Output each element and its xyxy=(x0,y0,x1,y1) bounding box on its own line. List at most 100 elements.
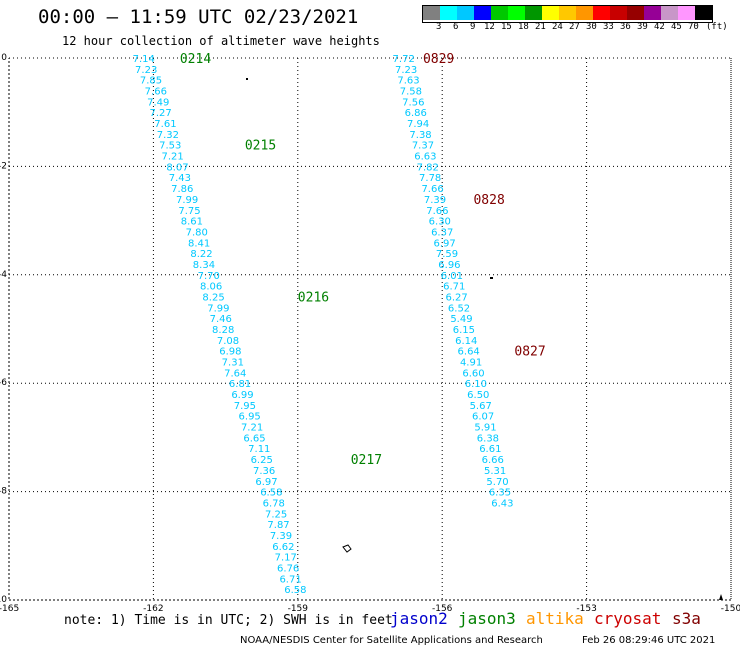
wave-height-value: 7.14 xyxy=(133,54,155,65)
color-swatch xyxy=(610,6,627,20)
x-tick-label: -153 xyxy=(576,604,596,614)
y-tick-label: -8 xyxy=(0,487,7,497)
wave-height-value: 7.36 xyxy=(253,466,275,477)
map-frame xyxy=(8,57,732,601)
wave-height-value: 6.63 xyxy=(414,152,436,163)
wave-height-value: 6.58 xyxy=(284,585,306,596)
color-swatch xyxy=(457,6,474,20)
wave-height-value: 7.53 xyxy=(159,141,181,152)
legend-s3a: s3a xyxy=(672,609,701,628)
wave-height-value: 6.96 xyxy=(438,260,460,271)
wave-height-value: 6.86 xyxy=(405,108,427,119)
color-swatch xyxy=(491,6,508,20)
wave-height-value: 7.27 xyxy=(149,108,171,119)
legend-altika: altika xyxy=(526,609,584,628)
wave-height-value: 6.50 xyxy=(467,390,489,401)
wave-height-value: 6.66 xyxy=(482,455,504,466)
generated-timestamp: Feb 26 08:29:46 UTC 2021 xyxy=(582,635,716,646)
footer-credit: NOAA/NESDIS Center for Satellite Applica… xyxy=(240,635,543,646)
color-scale-unit: (ft) xyxy=(706,22,728,32)
wave-height-value: 6.52 xyxy=(448,303,470,314)
color-swatch xyxy=(678,6,695,20)
wave-height-value: 7.39 xyxy=(424,195,446,206)
color-scale-label: 70 xyxy=(688,22,699,32)
y-tick-label: -4 xyxy=(0,270,7,280)
pass-time-label: 0828 xyxy=(473,193,504,208)
wave-height-value: 6.38 xyxy=(477,433,499,444)
color-swatch xyxy=(661,6,678,20)
pass-time-label: 0215 xyxy=(245,139,276,154)
wave-height-value: 6.65 xyxy=(243,433,265,444)
wave-height-value: 6.25 xyxy=(251,455,273,466)
wave-height-value: 7.38 xyxy=(409,130,431,141)
wave-height-value: 6.99 xyxy=(231,390,253,401)
wave-height-value: 7.56 xyxy=(402,97,424,108)
wave-height-value: 7.80 xyxy=(186,227,208,238)
wave-height-value: 6.01 xyxy=(441,271,463,282)
wave-height-value: 7.58 xyxy=(400,87,422,98)
wave-height-value: 6.07 xyxy=(472,412,494,423)
wave-height-value: 7.75 xyxy=(178,206,200,217)
island-marker xyxy=(719,594,723,600)
color-scale-label: 18 xyxy=(518,22,529,32)
wave-height-value: 7.11 xyxy=(248,444,270,455)
wave-height-value: 7.95 xyxy=(234,401,256,412)
wave-height-value: 8.06 xyxy=(200,282,222,293)
wave-height-value: 5.31 xyxy=(484,466,506,477)
color-swatch xyxy=(525,6,542,20)
wave-height-value: 7.82 xyxy=(417,162,439,173)
x-tick-label: -162 xyxy=(143,604,163,614)
wave-height-value: 7.63 xyxy=(397,76,419,87)
page-subtitle: 12 hour collection of altimeter wave hei… xyxy=(62,34,380,48)
wave-height-value: 7.23 xyxy=(395,65,417,76)
wave-height-value: 8.22 xyxy=(190,249,212,260)
wave-height-value: 7.21 xyxy=(241,423,263,434)
wave-height-value: 8.07 xyxy=(166,162,188,173)
pass-time-label: 0214 xyxy=(180,52,211,67)
wave-height-value: 8.28 xyxy=(212,325,234,336)
wave-height-value: 8.41 xyxy=(188,238,210,249)
y-tick-label: -2 xyxy=(0,161,7,171)
wave-height-value: 7.66 xyxy=(145,87,167,98)
color-scale-label: 6 xyxy=(453,22,459,32)
color-scale-label: 15 xyxy=(501,22,512,32)
wave-height-value: 6.64 xyxy=(458,347,480,358)
island-marker xyxy=(490,277,493,279)
wave-height-value: 6.27 xyxy=(446,292,468,303)
color-swatch xyxy=(593,6,610,20)
color-scale-label: 27 xyxy=(569,22,580,32)
legend-jason3: jason3 xyxy=(458,609,516,628)
wave-height-value: 5.70 xyxy=(486,477,508,488)
y-tick-label: 0 xyxy=(1,53,7,63)
color-swatch xyxy=(644,6,661,20)
wave-height-value: 7.64 xyxy=(224,368,246,379)
color-swatch xyxy=(695,6,712,20)
wave-height-value: 7.31 xyxy=(222,358,244,369)
color-swatch xyxy=(627,6,644,20)
x-tick-label: -150 xyxy=(721,604,740,614)
wave-height-value: 7.43 xyxy=(169,173,191,184)
wave-height-value: 8.34 xyxy=(193,260,215,271)
pass-time-label: 0829 xyxy=(423,52,454,67)
wave-height-value: 5.91 xyxy=(474,423,496,434)
wave-height-value: 6.30 xyxy=(429,217,451,228)
color-scale-label: 9 xyxy=(470,22,476,32)
color-scale-label: 12 xyxy=(484,22,495,32)
wave-height-value: 7.99 xyxy=(207,303,229,314)
wave-height-value: 7.78 xyxy=(419,173,441,184)
color-scale-label: 36 xyxy=(620,22,631,32)
wave-height-value: 5.67 xyxy=(470,401,492,412)
wave-height-value: 7.46 xyxy=(210,314,232,325)
color-swatch xyxy=(542,6,559,20)
wave-height-value: 6.35 xyxy=(489,488,511,499)
wave-height-value: 4.91 xyxy=(460,358,482,369)
wave-height-value: 7.49 xyxy=(147,97,169,108)
color-scale-label: 39 xyxy=(637,22,648,32)
wave-height-value: 7.25 xyxy=(265,509,287,520)
wave-height-value: 8.25 xyxy=(202,292,224,303)
color-swatch xyxy=(508,6,525,20)
x-tick-label: -156 xyxy=(432,604,453,614)
wave-height-value: 6.10 xyxy=(465,379,487,390)
wave-height-value: 6.60 xyxy=(462,368,484,379)
